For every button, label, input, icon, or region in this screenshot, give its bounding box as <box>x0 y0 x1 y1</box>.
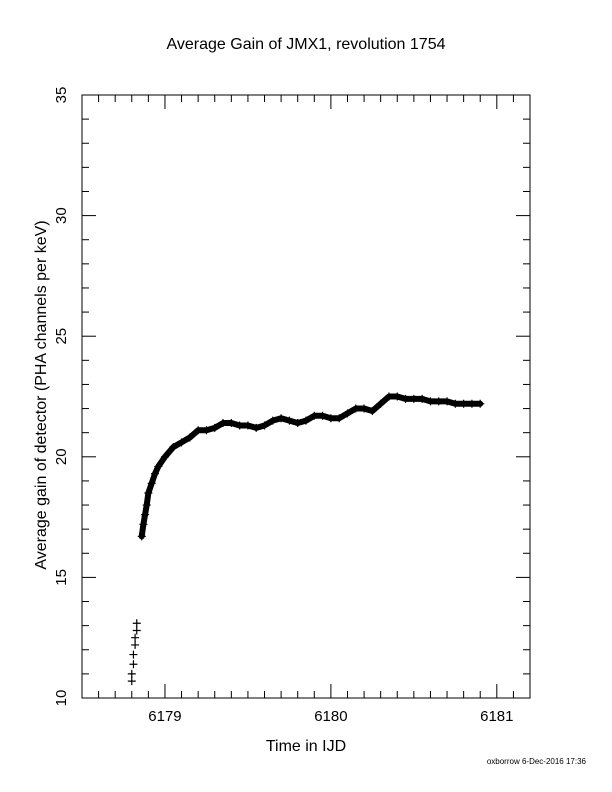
data-point <box>132 626 141 635</box>
axes-frame: 6179 6180 6181 10 15 20 25 30 35 <box>53 87 531 725</box>
data-point <box>131 640 140 649</box>
y-tick-label: 15 <box>53 569 70 586</box>
footer-stamp: oxborrow 6-Dec-2016 17:36 <box>486 757 586 766</box>
y-tick-label: 20 <box>53 448 70 465</box>
x-tick-label: 6180 <box>314 708 347 725</box>
x-tick-label: 6181 <box>480 708 513 725</box>
chart-title: Average Gain of JMX1, revolution 1754 <box>166 36 446 53</box>
data-point <box>131 633 140 642</box>
y-tick-label: 30 <box>53 207 70 224</box>
y-tick-label: 25 <box>53 328 70 345</box>
plot-frame <box>81 94 531 699</box>
x-tick-label: 6179 <box>148 708 181 725</box>
y-tick-label: 35 <box>53 87 70 104</box>
data-points <box>127 392 485 686</box>
data-trace <box>138 393 484 540</box>
data-point <box>129 660 138 669</box>
data-point <box>127 669 136 678</box>
x-axis-label: Time in IJD <box>265 738 347 755</box>
y-tick-label: 10 <box>53 690 70 707</box>
data-point <box>127 677 136 686</box>
data-point <box>132 619 141 628</box>
data-point <box>129 650 138 659</box>
